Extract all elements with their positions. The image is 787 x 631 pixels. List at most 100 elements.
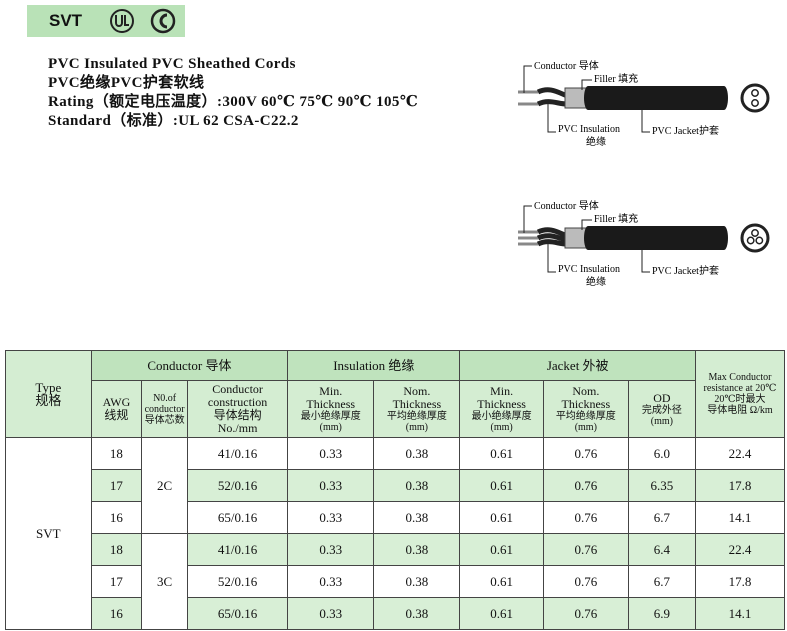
title-cn: PVC绝缘PVC护套软线: [48, 75, 205, 91]
type-header: Type 规格: [5, 350, 92, 438]
cell: 65/0.16: [187, 597, 289, 630]
text: 规格: [35, 393, 62, 408]
cell: 17.8: [694, 565, 786, 598]
cell: 0.76: [542, 597, 629, 630]
cell: 52/0.16: [187, 565, 289, 598]
construction-header: Conductor construction 导体结构 No./mm: [187, 380, 289, 438]
ins_min-header: Min. Thickness 最小绝缘厚度 (mm): [287, 380, 375, 438]
text: AWG: [102, 395, 131, 409]
insulation-label: PVC Insulation: [558, 124, 620, 135]
cell: 17.8: [694, 469, 786, 502]
text: (mm): [650, 415, 674, 427]
cell: 0.61: [459, 565, 544, 598]
cell: 0.38: [373, 469, 461, 502]
jacket-label: PVC Jacket护套: [652, 124, 719, 137]
text: 平均绝缘厚度: [386, 411, 447, 422]
insulation-header: Insulation 绝缘: [287, 350, 461, 381]
jacket: [584, 86, 728, 110]
ul-mark: [115, 15, 129, 27]
standard: Standard（标准）:UL 62 CSA-C22.2: [48, 113, 299, 129]
cell: 16: [90, 501, 143, 534]
cell: 18: [90, 533, 143, 566]
type-cell: SVT: [5, 437, 92, 630]
conductor-header: Conductor 导体: [90, 350, 289, 381]
text: Min.: [319, 384, 343, 398]
cell: 0.61: [459, 469, 544, 502]
cell: 0.38: [373, 501, 461, 534]
ul-logo: [110, 9, 134, 33]
cell: 22.4: [694, 437, 786, 470]
leader: [581, 219, 592, 230]
cell: 22.4: [694, 533, 786, 566]
cell: 0.33: [287, 469, 375, 502]
jkt_min-header: Min. Thickness 最小绝缘厚度 (mm): [459, 380, 544, 438]
text: 平均绝缘厚度: [555, 411, 616, 422]
cell: 6.35: [627, 469, 696, 502]
cell: 0.61: [459, 437, 544, 470]
text: Thickness: [477, 397, 526, 411]
insulation-cn-label: 绝缘: [586, 135, 606, 147]
cell: 0.33: [287, 565, 375, 598]
cell: 0.33: [287, 533, 375, 566]
insulation-label: PVC Insulation: [558, 264, 620, 275]
text: (mm): [574, 422, 597, 433]
text: OD: [653, 390, 671, 405]
cell: 17: [90, 565, 143, 598]
text: Type: [35, 380, 62, 395]
text: Max Conductor: [708, 372, 772, 383]
text: 导体电阻 Ω/km: [707, 405, 773, 416]
row: 17 52/0.16 0.33 0.38 0.61 0.76 6.35 17.8: [6, 469, 786, 502]
text: 最小绝缘厚度: [471, 411, 532, 422]
cell: 0.38: [373, 565, 461, 598]
core: [751, 229, 759, 237]
badge: SVT: [27, 5, 185, 37]
text: 最小绝缘厚度: [300, 411, 361, 422]
jacket-header: Jacket 外被: [459, 350, 696, 381]
cell: 0.38: [373, 597, 461, 630]
leader: [641, 250, 650, 273]
cell: 14.1: [694, 501, 786, 534]
text: (mm): [319, 422, 342, 433]
core: [751, 99, 759, 107]
cell: 14.1: [694, 597, 786, 630]
rating: Rating（额定电压温度）:300V 60℃ 75℃ 90℃ 105℃: [48, 94, 419, 110]
conductor-label: Conductor 导体: [534, 200, 599, 212]
text: Min.: [490, 384, 514, 398]
cell: 6.9: [627, 597, 696, 630]
row: 16 65/0.16 0.33 0.38 0.61 0.76 6.9 14.1: [6, 597, 786, 630]
jacket-label: PVC Jacket护套: [652, 264, 719, 277]
badge-text: SVT: [49, 11, 83, 30]
leader: [523, 205, 532, 233]
cell: 0.76: [542, 437, 629, 470]
cross-section: [740, 83, 770, 113]
od-header: OD 完成外径 (mm): [627, 380, 696, 438]
count-header: N0.of conductor 导体芯数: [141, 380, 189, 438]
text: Thickness: [306, 397, 356, 411]
leader: [641, 110, 650, 133]
text: 20℃时最大: [714, 394, 766, 405]
text: Nom.: [572, 384, 600, 398]
text: 导体芯数: [144, 414, 185, 426]
text: Thickness: [561, 397, 611, 411]
text: Conductor: [212, 382, 263, 396]
cell: 0.33: [287, 501, 375, 534]
cell: 17: [90, 469, 143, 502]
row: 16 65/0.16 0.33 0.38 0.61 0.76 6.7 14.1: [6, 501, 786, 534]
awg-header: AWG 线规: [90, 380, 143, 438]
filler-label: Filler 填充: [594, 72, 638, 85]
spec-table: Type 规格 Conductor 导体 Insulation 绝缘 Jacket…: [5, 350, 786, 630]
cross-section: [740, 223, 770, 253]
cell: 0.76: [542, 565, 629, 598]
core: [746, 236, 755, 245]
leader: [547, 243, 556, 273]
cell: 41/0.16: [187, 533, 289, 566]
cell: 6.4: [627, 533, 696, 566]
jacket: [584, 226, 728, 250]
csa-mark: [159, 13, 168, 29]
text: Thickness: [392, 397, 442, 411]
cell: 52/0.16: [187, 469, 289, 502]
leader: [523, 65, 532, 93]
cell: 0.76: [542, 533, 629, 566]
